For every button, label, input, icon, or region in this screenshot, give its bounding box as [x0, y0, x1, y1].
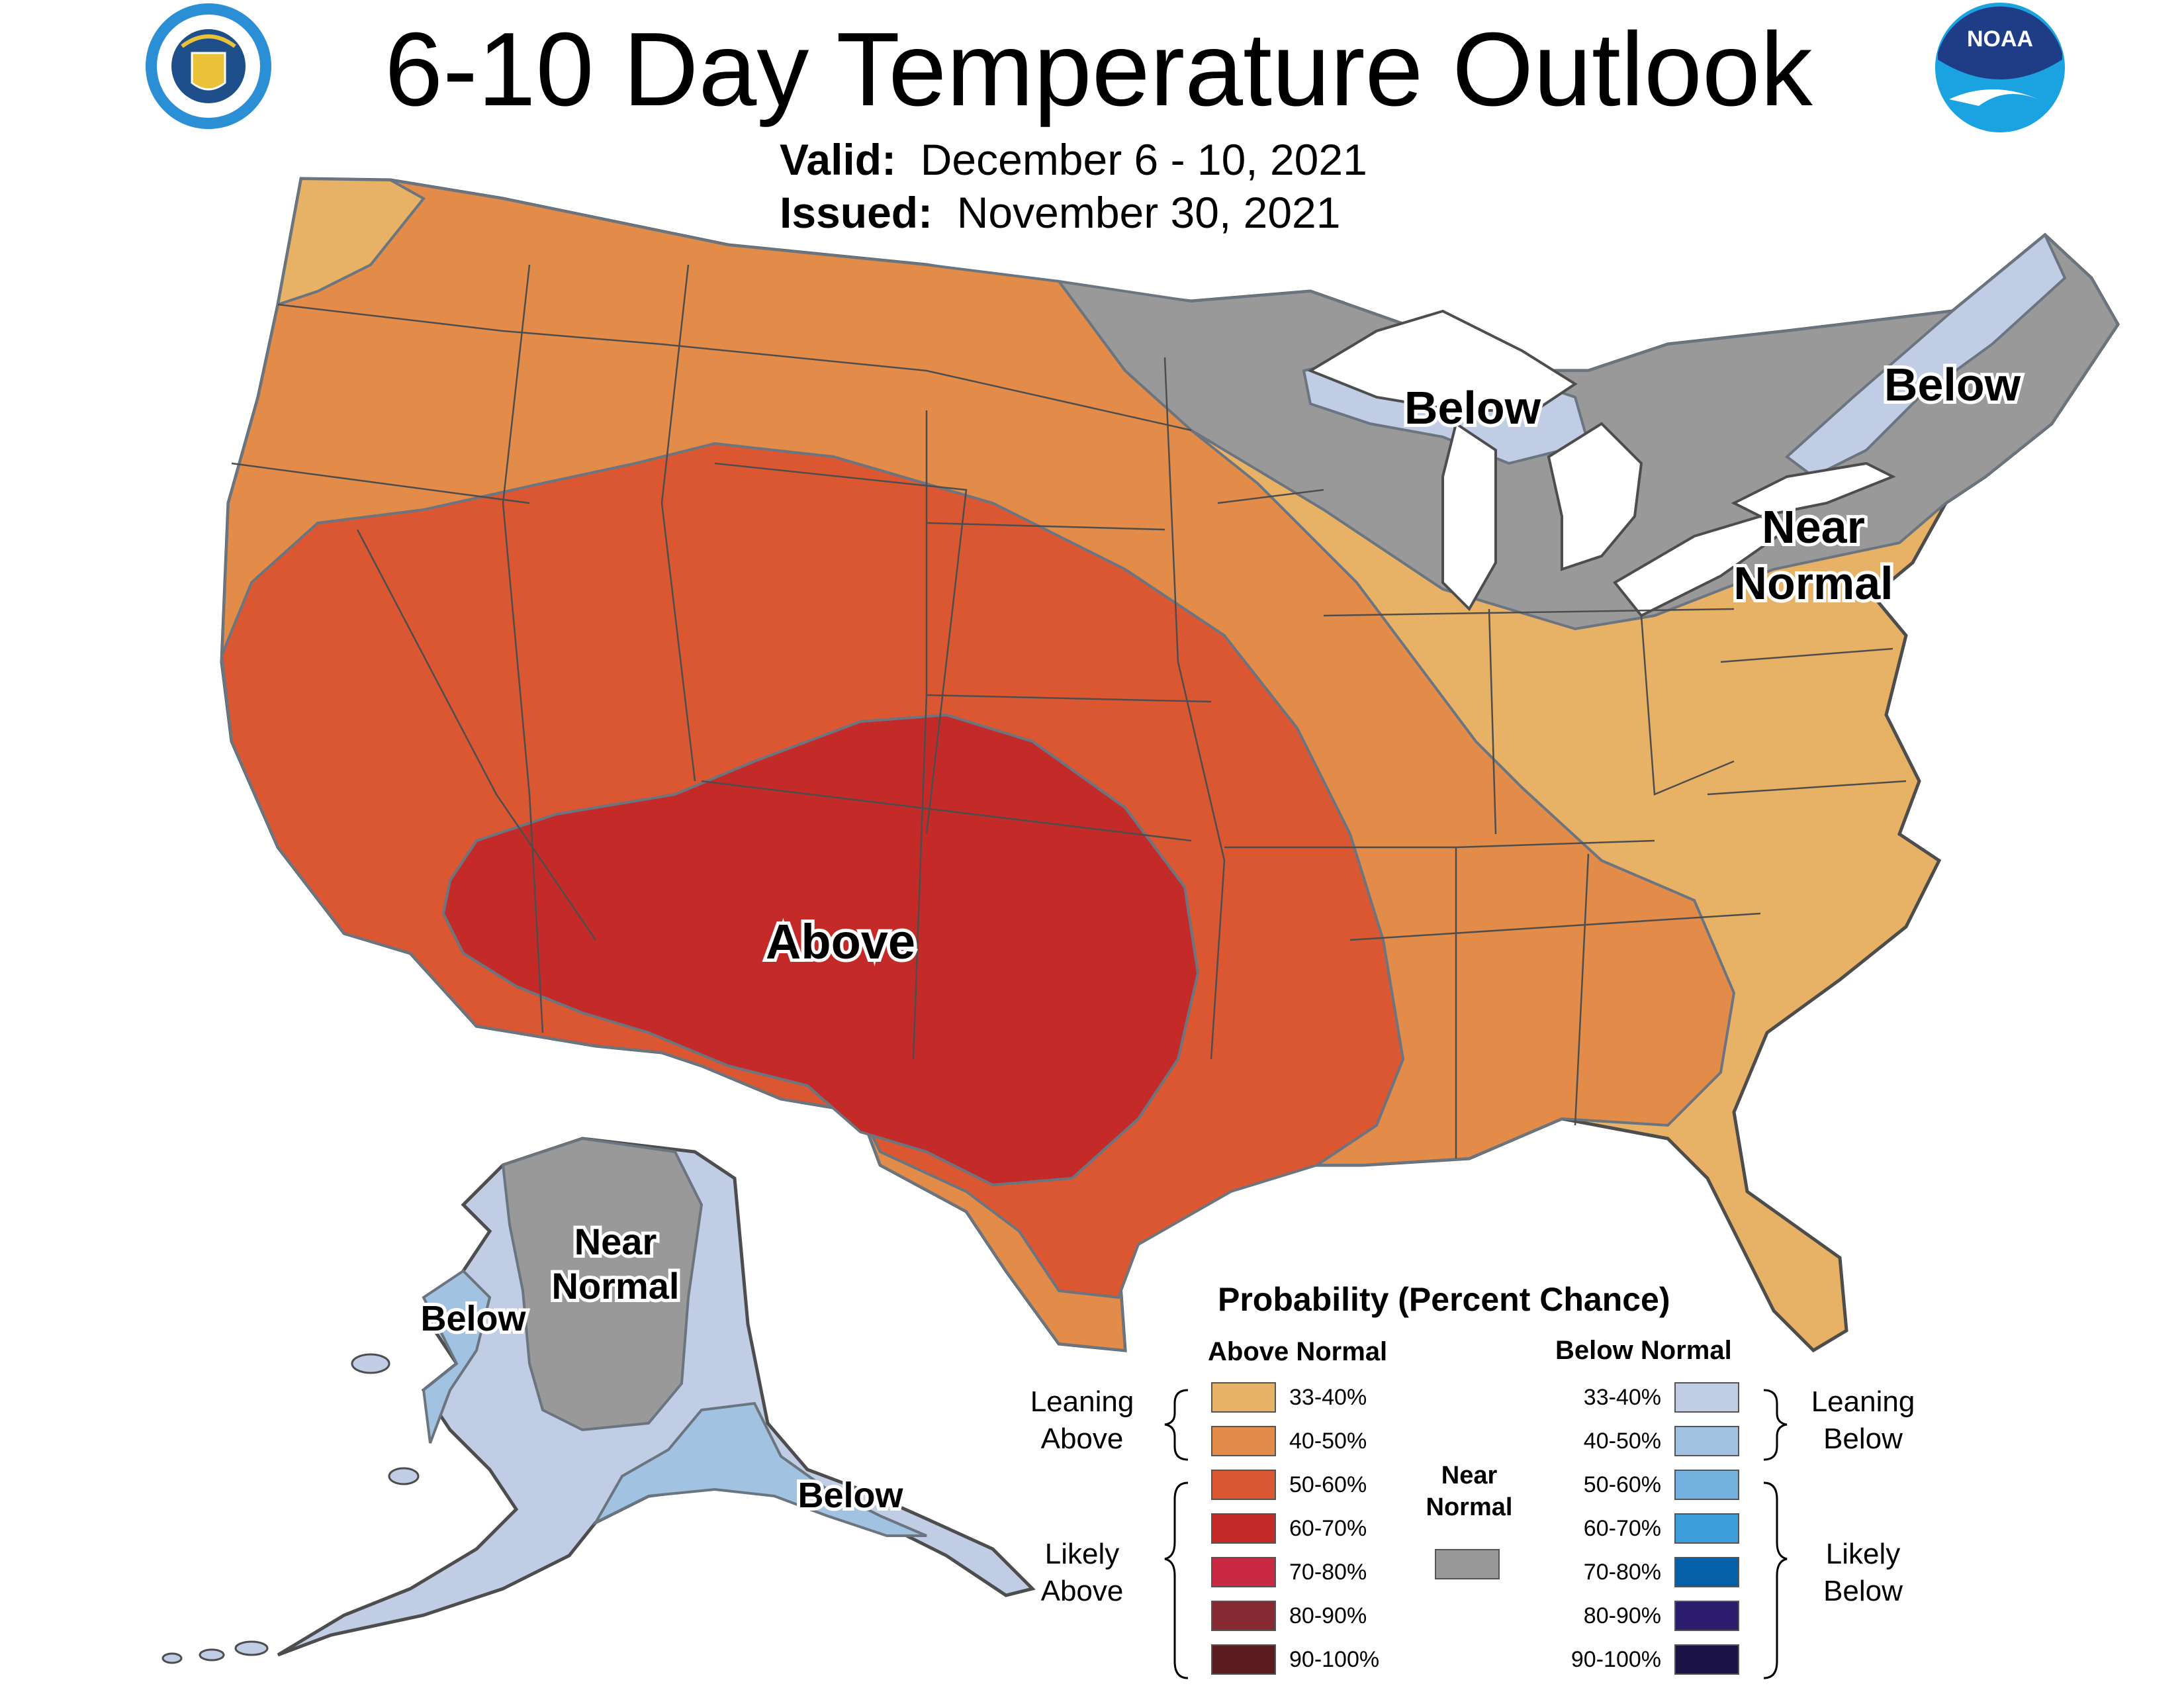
legend-title: Probability (Percent Chance)	[1218, 1281, 1670, 1318]
aleutian-islands	[161, 1353, 420, 1664]
label-northeast-normal: Normal	[1733, 557, 1893, 609]
legend-above-range: 33-40%	[1289, 1385, 1367, 1410]
likely-above-line1: Likely	[1044, 1538, 1120, 1570]
valid-dates: Valid: December 6 - 10, 2021	[780, 136, 1367, 183]
legend-likely-below-label: Likely Below	[1787, 1536, 1939, 1610]
alaska-near-normal-region	[501, 1137, 704, 1432]
legend-above-range: 90-100%	[1289, 1647, 1380, 1672]
label-alaska-near: Near	[574, 1221, 657, 1262]
legend-below-header: Below Normal	[1555, 1336, 1732, 1365]
legend-below-swatch	[1674, 1557, 1739, 1587]
legend-below-swatch	[1674, 1513, 1739, 1544]
legend-near-normal-label: Near Normal	[1403, 1460, 1535, 1523]
legend-above-swatch	[1211, 1426, 1276, 1456]
above-60-70-region	[441, 713, 1200, 1187]
near-normal-line1: Near	[1441, 1462, 1498, 1489]
legend-leaning-below-label: Leaning Below	[1787, 1383, 1939, 1458]
issued-value: November 30, 2021	[956, 188, 1341, 237]
legend-below-swatch	[1674, 1644, 1739, 1675]
legend-below-swatch	[1674, 1426, 1739, 1456]
label-alaska-south-below: Below	[797, 1476, 903, 1515]
legend-above-swatch	[1211, 1382, 1276, 1413]
legend-below-range: 90-100%	[1570, 1647, 1661, 1672]
legend-below-range: 50-60%	[1583, 1472, 1661, 1497]
legend-above-range: 70-80%	[1289, 1560, 1367, 1585]
map-title: 6-10 Day Temperature Outlook	[385, 11, 1813, 128]
noaa-logo-text: NOAA	[1967, 26, 2033, 52]
legend-above-swatch	[1211, 1470, 1276, 1500]
legend-below-range: 80-90%	[1583, 1603, 1661, 1628]
alaska-south-below-region	[592, 1401, 927, 1537]
noaa-logo: NOAA	[1935, 3, 2065, 132]
legend-above-swatch	[1211, 1557, 1276, 1587]
legend-above-range: 60-70%	[1289, 1516, 1367, 1541]
legend-leaning-above-label: Leaning Above	[1006, 1383, 1158, 1458]
label-alaska-west-below: Below	[420, 1299, 526, 1338]
label-conus-above: Above	[766, 914, 915, 969]
label-alaska-normal: Normal	[552, 1265, 680, 1307]
legend-braces-left	[1164, 1389, 1189, 1679]
label-great-lakes-below: Below	[1404, 382, 1541, 434]
legend-below-range: 40-50%	[1583, 1429, 1661, 1454]
probability-legend: Probability (Percent Chance) Above Norma…	[993, 1271, 2184, 1688]
likely-below-line2: Below	[1823, 1575, 1903, 1607]
alaska-west-below-region	[422, 1269, 492, 1444]
legend-below-swatch	[1674, 1470, 1739, 1500]
legend-below-swatch	[1674, 1601, 1739, 1631]
near-normal-line2: Normal	[1426, 1493, 1513, 1521]
leaning-below-line1: Leaning	[1811, 1385, 1915, 1418]
legend-below-range: 70-80%	[1583, 1560, 1661, 1585]
label-northeast-near: Near	[1762, 501, 1865, 553]
issued-label: Issued:	[780, 188, 933, 237]
legend-above-swatch	[1211, 1644, 1276, 1675]
great-lakes-water	[1307, 309, 1896, 618]
leaning-above-line2: Above	[1040, 1423, 1124, 1455]
legend-likely-above-label: Likely Above	[1006, 1536, 1158, 1610]
likely-below-line1: Likely	[1825, 1538, 1901, 1570]
legend-above-range: 80-90%	[1289, 1603, 1367, 1628]
valid-value: December 6 - 10, 2021	[920, 135, 1367, 184]
legend-above-swatch	[1211, 1601, 1276, 1631]
valid-label: Valid:	[780, 135, 897, 184]
legend-below-range: 33-40%	[1583, 1385, 1661, 1410]
label-new-england-below: Below	[1884, 359, 2021, 410]
legend-below-swatch	[1674, 1382, 1739, 1413]
leaning-above-line1: Leaning	[1030, 1385, 1134, 1418]
leaning-below-line2: Below	[1823, 1423, 1903, 1455]
state-boundaries	[231, 264, 1907, 1158]
legend-above-range: 50-60%	[1289, 1472, 1367, 1497]
legend-braces-right	[1763, 1389, 1788, 1679]
legend-above-swatch	[1211, 1513, 1276, 1544]
legend-below-range: 60-70%	[1583, 1516, 1661, 1541]
issued-date: Issued: November 30, 2021	[780, 189, 1340, 236]
legend-above-range: 40-50%	[1289, 1429, 1367, 1454]
below-new-england-region	[1784, 232, 2067, 479]
commerce-seal-logo	[146, 3, 271, 129]
legend-above-header: Above Normal	[1208, 1337, 1388, 1366]
likely-above-line2: Above	[1040, 1575, 1124, 1607]
legend-near-normal-swatch	[1435, 1549, 1500, 1579]
